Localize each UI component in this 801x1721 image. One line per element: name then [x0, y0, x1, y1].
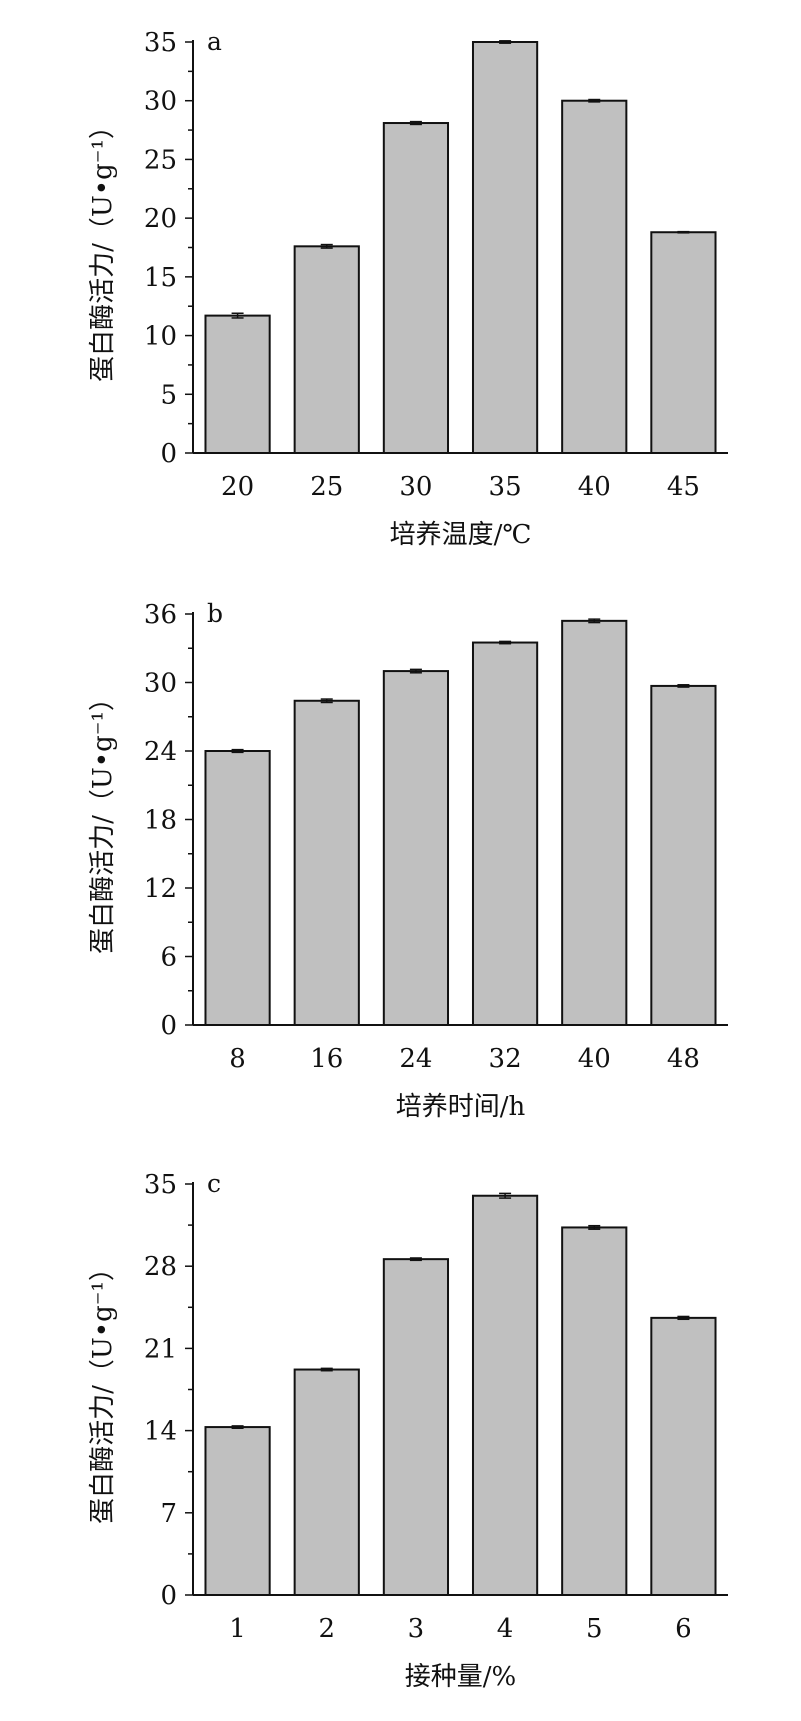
y-tick-label: 24	[144, 737, 177, 767]
x-tick-label: 30	[399, 472, 432, 502]
y-tick-label: 35	[144, 28, 177, 58]
x-tick-label: 25	[310, 472, 343, 502]
y-tick-label: 14	[144, 1417, 177, 1447]
bar	[293, 245, 360, 454]
panel-a: a 培养温度/℃ 蛋白酶活力/（U•g⁻¹） 20 25 30 35 40 45 0 5 10 1…	[88, 27, 728, 550]
bar	[293, 1368, 360, 1596]
y-axis-title: 蛋白酶活力/（U•g⁻¹）	[88, 685, 118, 954]
panel-letter: c	[207, 1169, 221, 1198]
bar	[293, 699, 360, 1026]
y-tick-label: 35	[144, 1170, 177, 1200]
bar	[561, 619, 628, 1026]
x-axis-title: 接种量/%	[405, 1662, 516, 1692]
y-tick-label: 12	[144, 874, 177, 904]
bar	[204, 1426, 271, 1596]
y-tick-label: 28	[144, 1252, 177, 1282]
x-tick-label: 3	[408, 1614, 425, 1644]
bar	[561, 1226, 628, 1597]
x-tick-label: 45	[667, 472, 700, 502]
bar	[382, 670, 450, 1026]
x-tick-label: 16	[310, 1044, 343, 1074]
y-tick-label: 7	[160, 1499, 177, 1529]
bar	[650, 231, 717, 454]
bar	[471, 41, 539, 454]
y-tick-label: 0	[160, 1581, 177, 1611]
x-tick-label: 6	[675, 1614, 692, 1644]
panel-c: c 接种量/% 蛋白酶活力/（U•g⁻¹） 1 2 3 4 5 6 0 7 14 21 28 35	[88, 1169, 728, 1692]
panel-letter: a	[207, 27, 222, 56]
x-axis-title: 培养时间/h	[396, 1092, 526, 1122]
bar	[204, 314, 271, 455]
bar	[561, 99, 628, 454]
y-tick-label: 21	[144, 1334, 177, 1364]
y-axis-title: 蛋白酶活力/（U•g⁻¹）	[88, 1255, 118, 1524]
x-axis-title: 培养温度/℃	[390, 520, 532, 550]
x-tick-label: 24	[399, 1044, 432, 1074]
x-tick-label: 35	[489, 472, 522, 502]
x-tick-label: 1	[229, 1614, 246, 1644]
x-tick-label: 48	[667, 1044, 700, 1074]
x-tick-label: 40	[578, 1044, 611, 1074]
y-tick-label: 10	[144, 322, 177, 352]
x-tick-label: 8	[229, 1044, 246, 1074]
bar	[650, 1316, 717, 1596]
y-tick-label: 30	[144, 669, 177, 699]
y-tick-label: 0	[160, 439, 177, 469]
bar	[382, 122, 450, 454]
y-tick-label: 0	[160, 1011, 177, 1041]
y-tick-label: 36	[144, 600, 177, 630]
y-tick-label: 20	[144, 204, 177, 234]
y-axis-title: 蛋白酶活力/（U•g⁻¹）	[88, 113, 118, 382]
panel-b: b 培养时间/h 蛋白酶活力/（U•g⁻¹） 8 16 24 32 40 48 0 6 12 18…	[88, 599, 728, 1122]
bar	[471, 1194, 539, 1596]
x-tick-label: 32	[489, 1044, 522, 1074]
x-tick-label: 4	[497, 1614, 514, 1644]
y-tick-label: 25	[144, 145, 177, 175]
x-tick-label: 20	[221, 472, 254, 502]
y-tick-label: 5	[160, 380, 177, 410]
bar	[204, 750, 271, 1026]
y-tick-label: 18	[144, 806, 177, 836]
y-tick-label: 6	[160, 943, 177, 973]
bar	[650, 684, 717, 1026]
bar	[382, 1258, 450, 1596]
x-tick-label: 5	[586, 1614, 603, 1644]
bar	[471, 641, 539, 1027]
x-tick-label: 40	[578, 472, 611, 502]
y-tick-label: 30	[144, 87, 177, 117]
y-tick-label: 15	[144, 263, 177, 293]
panel-letter: b	[207, 599, 223, 628]
x-tick-label: 2	[318, 1614, 335, 1644]
